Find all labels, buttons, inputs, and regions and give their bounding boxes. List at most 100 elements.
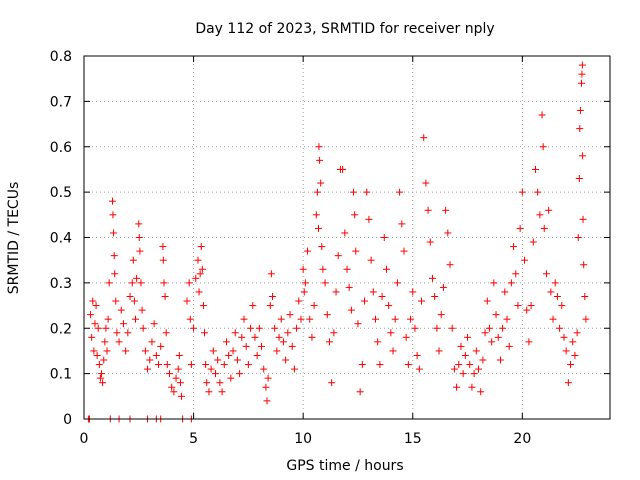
data-point bbox=[385, 302, 393, 310]
data-point bbox=[415, 365, 423, 373]
y-axis-label: SRMTID / TECUs bbox=[6, 182, 22, 295]
data-point bbox=[380, 234, 388, 241]
data-point bbox=[475, 365, 482, 373]
data-point bbox=[418, 297, 426, 305]
data-point bbox=[260, 365, 268, 373]
data-point bbox=[138, 306, 146, 314]
data-point bbox=[159, 243, 167, 251]
data-point bbox=[523, 306, 531, 314]
data-point bbox=[199, 302, 207, 310]
data-point bbox=[367, 256, 375, 264]
data-point bbox=[409, 288, 417, 296]
data-point bbox=[163, 361, 171, 369]
data-point bbox=[288, 342, 296, 350]
data-point bbox=[144, 365, 152, 373]
data-point bbox=[501, 288, 509, 296]
data-point bbox=[174, 365, 182, 373]
data-point bbox=[490, 279, 498, 287]
data-point bbox=[483, 297, 491, 305]
data-point bbox=[413, 351, 421, 359]
data-point bbox=[222, 338, 230, 346]
data-point bbox=[310, 302, 318, 310]
data-point bbox=[170, 388, 178, 396]
data-point bbox=[108, 197, 116, 205]
data-point bbox=[470, 370, 478, 378]
data-point bbox=[282, 356, 290, 364]
data-point bbox=[236, 370, 244, 378]
data-point bbox=[313, 188, 321, 196]
data-point bbox=[122, 347, 130, 355]
data-point bbox=[91, 320, 99, 328]
data-point bbox=[581, 292, 589, 300]
data-point bbox=[93, 351, 101, 359]
data-point bbox=[536, 211, 544, 219]
data-point bbox=[514, 302, 522, 310]
data-point bbox=[216, 379, 224, 387]
data-point bbox=[450, 365, 458, 373]
data-point bbox=[499, 324, 507, 332]
data-point bbox=[92, 302, 100, 310]
data-point bbox=[573, 329, 581, 337]
data-point bbox=[424, 206, 432, 214]
data-point bbox=[201, 329, 209, 337]
data-point bbox=[431, 292, 439, 300]
data-point bbox=[549, 315, 557, 323]
data-point bbox=[350, 188, 358, 196]
data-point bbox=[87, 311, 95, 319]
data-point bbox=[297, 315, 305, 323]
data-point bbox=[407, 315, 415, 323]
data-point bbox=[214, 356, 222, 364]
data-point bbox=[104, 315, 112, 323]
data-point bbox=[130, 297, 138, 305]
data-point bbox=[457, 342, 465, 350]
data-point bbox=[477, 388, 485, 396]
data-point bbox=[332, 288, 340, 296]
data-point bbox=[286, 311, 294, 319]
data-point bbox=[279, 338, 287, 346]
y-tick-label: 0.7 bbox=[50, 94, 72, 110]
data-point bbox=[225, 351, 233, 359]
data-point bbox=[562, 347, 570, 355]
data-point bbox=[267, 270, 275, 278]
data-point bbox=[196, 270, 204, 278]
data-point bbox=[139, 324, 147, 332]
data-point bbox=[135, 220, 143, 228]
data-point bbox=[102, 324, 110, 332]
data-point bbox=[242, 342, 250, 350]
data-point bbox=[539, 143, 547, 151]
data-point bbox=[547, 288, 555, 296]
data-point bbox=[300, 288, 308, 296]
data-point bbox=[527, 302, 535, 310]
data-point bbox=[88, 333, 96, 341]
data-point bbox=[319, 265, 327, 273]
data-point bbox=[290, 365, 298, 373]
data-point bbox=[117, 306, 125, 314]
data-point bbox=[293, 324, 301, 332]
data-point bbox=[251, 333, 259, 341]
data-point bbox=[341, 229, 349, 237]
data-point bbox=[110, 229, 118, 237]
data-point bbox=[571, 351, 579, 359]
data-point bbox=[318, 243, 326, 251]
data-point bbox=[578, 61, 586, 69]
data-point bbox=[345, 283, 353, 291]
data-point bbox=[551, 279, 559, 287]
x-tick-label: 15 bbox=[404, 431, 422, 447]
data-point bbox=[126, 292, 134, 300]
data-point bbox=[435, 347, 443, 355]
axis-ticks: 0 0.1 0.2 0.3 0.4 0.5 0.6 0.7 0.8 0 5 10 15 20 bbox=[50, 49, 610, 447]
data-point bbox=[190, 324, 198, 332]
data-point bbox=[518, 188, 526, 196]
data-point bbox=[155, 361, 163, 369]
data-point bbox=[420, 134, 428, 142]
data-point bbox=[516, 224, 524, 232]
data-point bbox=[128, 279, 136, 287]
data-point bbox=[580, 261, 588, 269]
data-point bbox=[89, 297, 97, 305]
data-point bbox=[295, 297, 303, 305]
data-point bbox=[284, 329, 292, 337]
data-point bbox=[455, 361, 463, 369]
data-point bbox=[531, 165, 539, 173]
y-tick-label: 0.3 bbox=[50, 276, 72, 292]
data-point bbox=[187, 361, 195, 369]
